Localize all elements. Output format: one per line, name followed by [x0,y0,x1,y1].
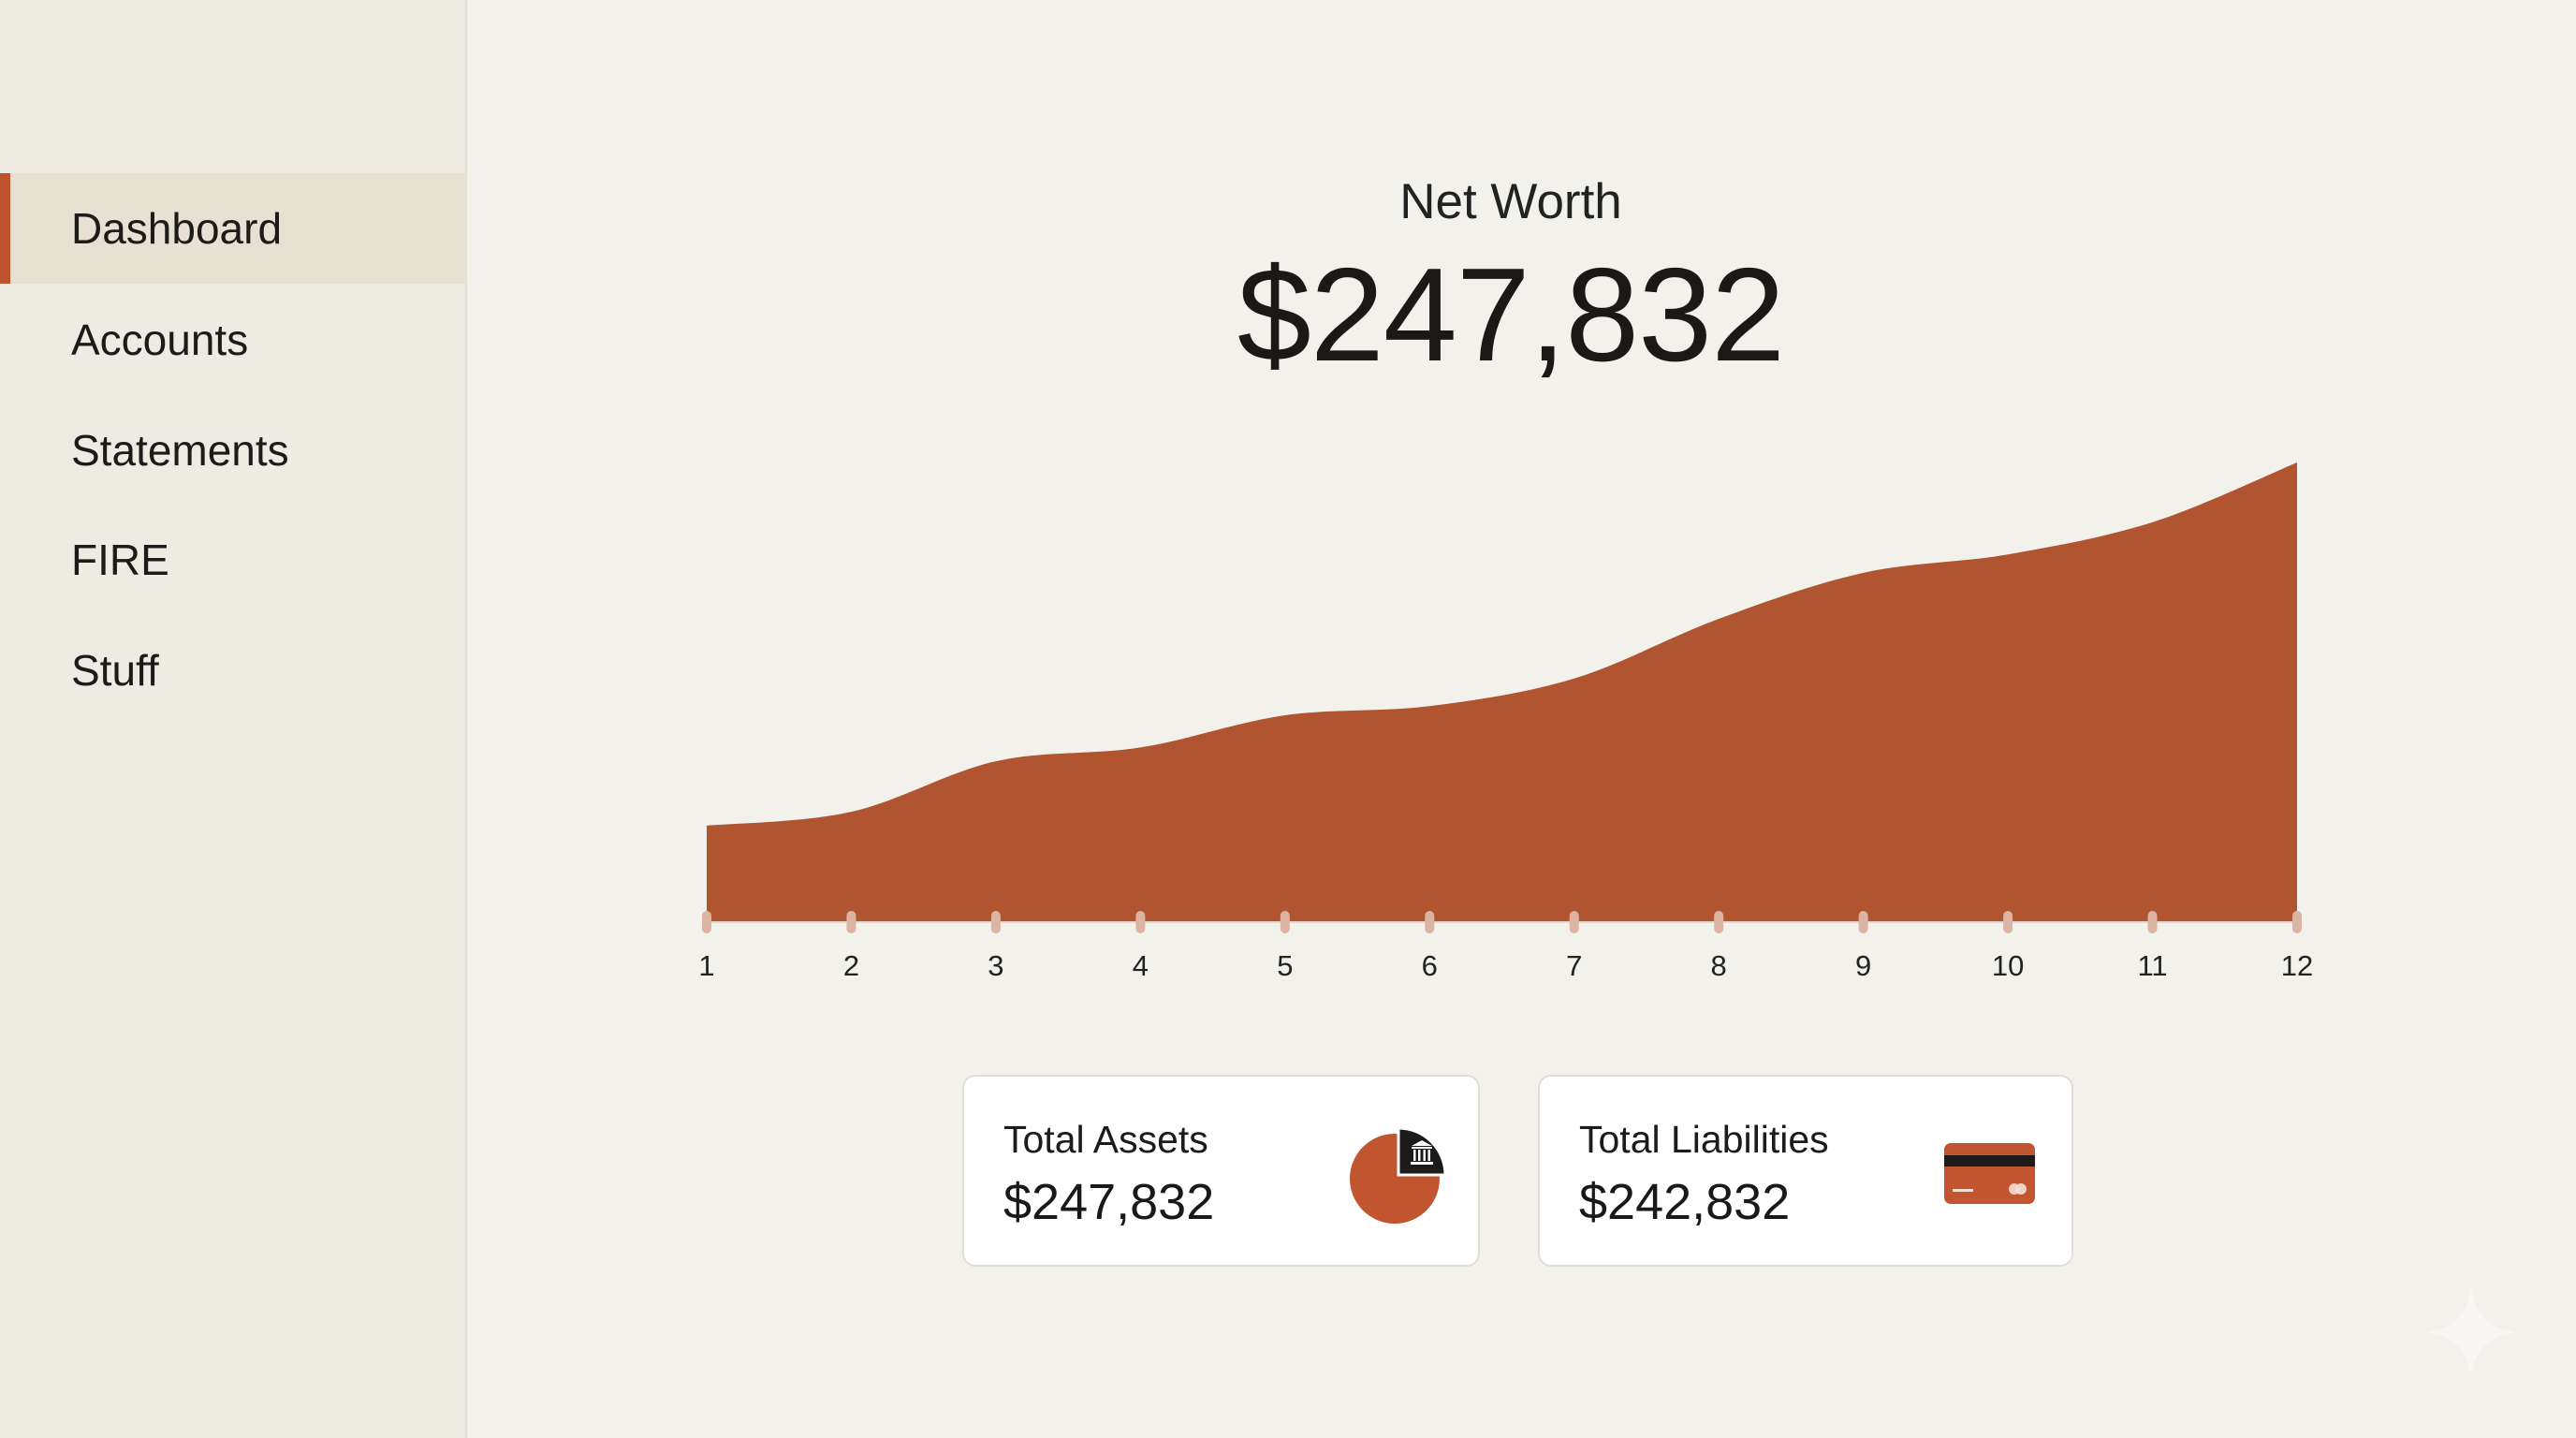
total-liabilities-value: $242,832 [1579,1174,1791,1230]
sidebar-item-dashboard[interactable]: Dashboard [0,173,465,284]
tick-marker [2147,911,2158,933]
sidebar: Dashboard Accounts Statements FIRE Stuff [0,0,467,1438]
x-tick-label: 8 [1710,949,1727,982]
x-tick-label: 4 [1132,949,1149,982]
total-assets-value: $247,832 [1003,1174,1215,1230]
x-tick-label: 6 [1421,949,1438,982]
total-assets-card[interactable]: Total Assets $247,832 [962,1075,1480,1267]
x-tick-label: 7 [1566,949,1583,982]
tick-marker [702,911,711,933]
sidebar-item-accounts[interactable]: Accounts [0,285,465,395]
sidebar-item-statements[interactable]: Statements [0,395,465,506]
tick-marker [846,911,856,933]
x-tick-label: 1 [698,949,715,982]
credit-card-icon [1944,1143,2035,1204]
tick-marker [990,911,1001,933]
sidebar-item-stuff[interactable]: Stuff [0,615,465,726]
sidebar-item-label: Stuff [71,646,159,695]
sidebar-item-label: FIRE [71,536,169,584]
x-tick-label: 5 [1277,949,1294,982]
tick-marker [1135,911,1146,933]
x-axis-tick-markers [702,911,2302,933]
sidebar-item-label: Accounts [71,315,249,364]
x-tick-label: 9 [1855,949,1872,982]
sidebar-item-label: Dashboard [71,204,283,253]
net-worth-area [707,462,2297,922]
tick-marker [1569,911,1579,933]
bank-pie-icon [1350,1126,1447,1224]
tick-marker [1280,911,1290,933]
tick-marker [1714,911,1724,933]
x-tick-label: 10 [1991,949,2025,982]
tick-marker [2003,911,2013,933]
tick-marker [2292,911,2302,933]
total-liabilities-card[interactable]: Total Liabilities $242,832 [1538,1075,2073,1267]
tick-marker [1425,911,1435,933]
x-tick-label: 11 [2137,949,2168,982]
x-tick-label: 12 [2280,949,2314,982]
sidebar-item-fire[interactable]: FIRE [0,505,465,615]
bank-icon [1411,1140,1433,1165]
net-worth-label: Net Worth [1399,174,1622,229]
total-assets-label: Total Assets [1003,1118,1208,1161]
x-tick-label: 2 [842,949,860,982]
tick-marker [1858,911,1868,933]
total-liabilities-label: Total Liabilities [1579,1118,1829,1161]
x-tick-label: 3 [988,949,1004,982]
sparkle-icon [2426,1287,2516,1377]
sidebar-item-label: Statements [71,426,289,475]
net-worth-value: $247,832 [1237,241,1785,389]
